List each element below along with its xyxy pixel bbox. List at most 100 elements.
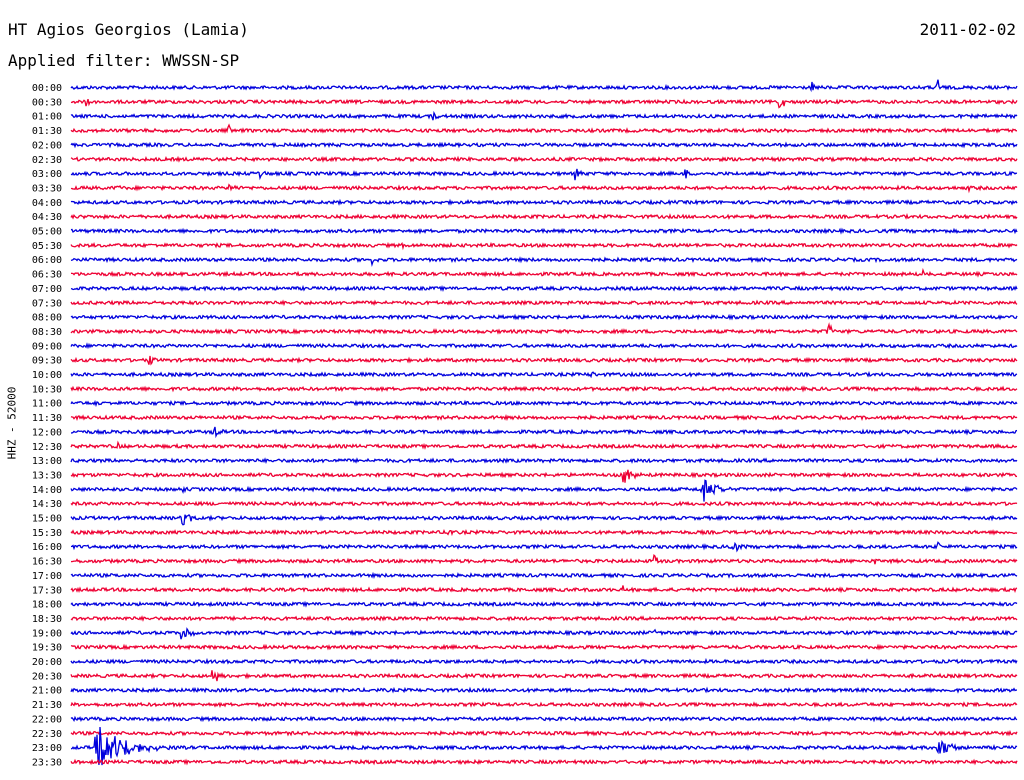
trace-14-00	[70, 479, 1018, 502]
trace-01-30	[70, 123, 1018, 134]
time-tick-label: 14:00	[32, 485, 62, 496]
trace-04-30	[70, 212, 1018, 221]
time-tick-label: 02:00	[32, 140, 62, 151]
time-tick-label: 17:00	[32, 571, 62, 582]
station-title: HT Agios Georgios (Lamia)	[8, 20, 249, 39]
trace-14-30	[70, 500, 1018, 507]
time-tick-label: 09:00	[32, 341, 62, 352]
time-tick-label: 09:30	[32, 356, 62, 367]
trace-00-00	[70, 79, 1018, 93]
time-tick-label: 13:30	[32, 470, 62, 481]
trace-10-30	[70, 385, 1018, 393]
time-tick-label: 02:30	[32, 155, 62, 166]
trace-04-00	[70, 198, 1018, 206]
time-tick-label: 00:30	[32, 97, 62, 108]
trace-23-30	[70, 758, 1018, 766]
trace-group	[70, 79, 1018, 766]
time-tick-label: 12:00	[32, 427, 62, 438]
tick-label-group: 00:00 00:30 01:00 01:30 02:00 02:30 03:00 03:30…	[32, 83, 62, 768]
trace-02-30	[70, 155, 1018, 163]
trace-18-30	[70, 615, 1018, 622]
time-tick-label: 03:00	[32, 169, 62, 180]
time-tick-label: 16:30	[32, 557, 62, 568]
trace-08-30	[70, 322, 1018, 335]
trace-12-30	[70, 440, 1018, 450]
record-date: 2011-02-02	[919, 20, 1016, 39]
time-tick-label: 21:30	[32, 700, 62, 711]
time-tick-label: 15:30	[32, 528, 62, 539]
trace-22-00	[70, 715, 1018, 723]
trace-15-00	[70, 513, 1018, 526]
time-tick-label: 05:30	[32, 241, 62, 252]
trace-17-00	[70, 571, 1018, 580]
trace-13-30	[70, 469, 1018, 483]
trace-23-00	[70, 727, 1018, 766]
time-tick-label: 04:30	[32, 212, 62, 223]
time-tick-label: 14:30	[32, 499, 62, 510]
trace-05-00	[70, 227, 1018, 235]
time-tick-label: 19:30	[32, 643, 62, 654]
time-tick-label: 08:30	[32, 327, 62, 338]
time-tick-label: 15:00	[32, 514, 62, 525]
trace-05-30	[70, 241, 1018, 251]
time-tick-label: 16:00	[32, 542, 62, 553]
trace-21-00	[70, 686, 1018, 694]
trace-09-30	[70, 355, 1018, 366]
trace-16-00	[70, 541, 1018, 553]
time-tick-label: 05:00	[32, 227, 62, 238]
time-tick-label: 03:30	[32, 183, 62, 194]
time-tick-label: 07:00	[32, 284, 62, 295]
time-tick-label: 18:30	[32, 614, 62, 625]
trace-11-00	[70, 399, 1018, 408]
trace-17-30	[70, 585, 1018, 594]
time-tick-label: 18:00	[32, 600, 62, 611]
time-tick-label: 20:30	[32, 671, 62, 682]
trace-00-30	[70, 98, 1018, 109]
trace-03-00	[70, 168, 1018, 181]
trace-18-00	[70, 600, 1018, 608]
trace-01-00	[70, 110, 1018, 121]
trace-22-30	[70, 729, 1018, 737]
time-tick-label: 11:30	[32, 413, 62, 424]
trace-20-00	[70, 657, 1018, 665]
time-tick-label: 11:00	[32, 399, 62, 410]
time-tick-label: 06:30	[32, 270, 62, 281]
trace-03-30	[70, 183, 1018, 194]
time-tick-label: 08:00	[32, 313, 62, 324]
trace-20-30	[70, 670, 1018, 682]
time-tick-label: 22:30	[32, 729, 62, 740]
time-tick-label: 20:00	[32, 657, 62, 668]
trace-07-00	[70, 284, 1018, 293]
time-tick-label: 01:00	[32, 112, 62, 123]
time-tick-label: 12:30	[32, 442, 62, 453]
time-tick-label: 13:00	[32, 456, 62, 467]
time-tick-label: 01:30	[32, 126, 62, 137]
time-tick-label: 19:00	[32, 628, 62, 639]
trace-16-30	[70, 553, 1018, 565]
trace-11-30	[70, 413, 1018, 422]
trace-02-00	[70, 141, 1018, 149]
time-tick-label: 06:00	[32, 255, 62, 266]
trace-08-00	[70, 313, 1018, 321]
time-tick-label: 07:30	[32, 298, 62, 309]
time-tick-label: 10:00	[32, 370, 62, 381]
trace-09-00	[70, 342, 1018, 350]
trace-06-00	[70, 256, 1018, 267]
time-tick-label: 10:30	[32, 384, 62, 395]
time-tick-label: 23:30	[32, 757, 62, 768]
time-tick-label: 22:00	[32, 714, 62, 725]
time-tick-label: 17:30	[32, 585, 62, 596]
trace-10-00	[70, 370, 1018, 379]
time-tick-label: 23:00	[32, 743, 62, 754]
trace-19-30	[70, 643, 1018, 651]
time-tick-label: 21:00	[32, 686, 62, 697]
trace-13-00	[70, 457, 1018, 465]
filter-label: Applied filter: WWSSN-SP	[8, 51, 240, 70]
time-tick-label: 00:00	[32, 83, 62, 94]
trace-21-30	[70, 701, 1018, 709]
time-tick-label: 04:00	[32, 198, 62, 209]
trace-19-00	[70, 627, 1018, 640]
trace-12-00	[70, 426, 1018, 439]
trace-07-30	[70, 299, 1018, 307]
